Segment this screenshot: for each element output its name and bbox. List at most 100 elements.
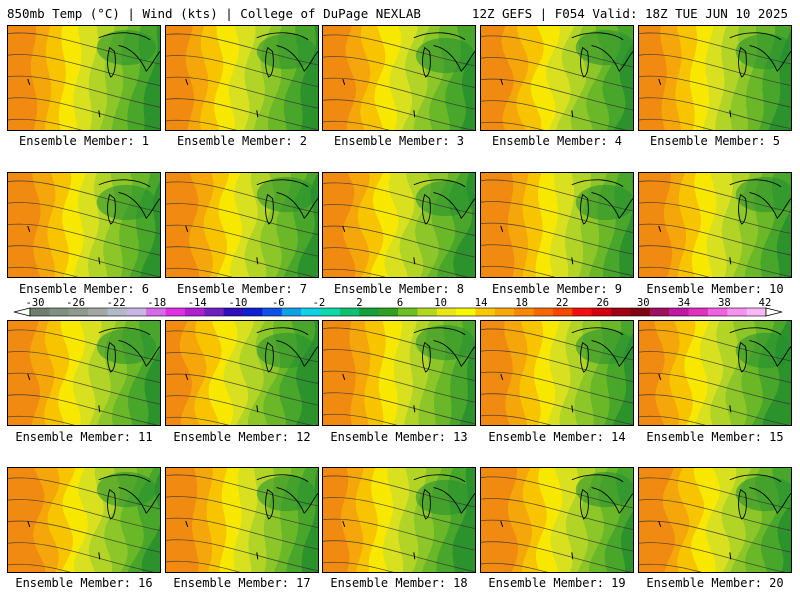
colorbar-tick-label: -18 [147, 297, 166, 309]
colorbar-tick-label: 2 [356, 297, 362, 309]
temperature-field [166, 321, 318, 425]
ensemble-member-label: Ensemble Member: 16 [15, 576, 153, 590]
ensemble-member-map-13 [322, 320, 476, 426]
colorbar-swatch [417, 308, 438, 316]
ensemble-member-label: Ensemble Member: 5 [649, 134, 781, 148]
colorbar-swatch [88, 308, 108, 316]
colorbar-swatch [204, 308, 224, 316]
colorbar-tick-label: -14 [188, 297, 207, 309]
colorbar-swatch [30, 308, 50, 316]
ensemble-member-map-6 [7, 172, 161, 278]
colorbar-swatch [611, 308, 631, 316]
temperature-field [639, 468, 791, 572]
colorbar-swatch [223, 308, 244, 316]
temperature-field [166, 173, 318, 277]
colorbar-tick-label: 22 [556, 297, 569, 309]
temperature-field [323, 321, 475, 425]
colorbar-tick-label: -22 [107, 297, 126, 309]
colorbar-swatch [533, 308, 554, 316]
colorbar-tick-label: -6 [272, 297, 285, 309]
ensemble-member-label: Ensemble Member: 13 [330, 430, 468, 444]
temperature-field [481, 26, 633, 130]
ensemble-member-map-15 [638, 320, 792, 426]
colorbar-swatch [146, 308, 166, 316]
colorbar-tick-label: -26 [66, 297, 85, 309]
ensemble-member-map-11 [7, 320, 161, 426]
colorbar-swatch [339, 308, 360, 316]
colorbar-swatch [456, 308, 476, 316]
colorbar-swatch [669, 308, 689, 316]
ensemble-member-label: Ensemble Member: 2 [176, 134, 308, 148]
ensemble-member-map-3 [322, 25, 476, 131]
ensemble-member-label: Ensemble Member: 9 [491, 282, 623, 296]
colorbar-high-arrow [765, 307, 783, 317]
colorbar-tick-label: -2 [313, 297, 326, 309]
colorbar-swatch [494, 308, 515, 316]
ensemble-member-map-19 [480, 467, 634, 573]
ensemble-member-map-5 [638, 25, 792, 131]
map-header-valid-time: 12Z GEFS | F054 Valid: 18Z TUE JUN 10 20… [471, 6, 788, 21]
colorbar-swatch [591, 308, 612, 316]
temperature-field [323, 26, 475, 130]
colorbar-tick-label: -30 [26, 297, 45, 309]
colorbar-swatch [398, 308, 418, 316]
ensemble-member-map-12 [165, 320, 319, 426]
colorbar-tick-label: 38 [718, 297, 731, 309]
ensemble-member-label: Ensemble Member: 19 [488, 576, 626, 590]
temperature-field [481, 321, 633, 425]
ensemble-member-label: Ensemble Member: 8 [333, 282, 465, 296]
ensemble-member-map-18 [322, 467, 476, 573]
temperature-field [639, 173, 791, 277]
temperature-field [166, 468, 318, 572]
colorbar-swatch [68, 308, 89, 316]
colorbar-swatch [436, 308, 457, 316]
ensemble-member-map-16 [7, 467, 161, 573]
colorbar-swatch [107, 308, 128, 316]
temperature-field [166, 26, 318, 130]
ensemble-member-label: Ensemble Member: 18 [330, 576, 468, 590]
ensemble-member-label: Ensemble Member: 12 [173, 430, 311, 444]
colorbar-tick-label: -10 [228, 297, 247, 309]
map-header-title: 850mb Temp (°C) | Wind (kts) | College o… [7, 6, 421, 21]
colorbar-tick-label: 14 [475, 297, 488, 309]
ensemble-member-label: Ensemble Member: 17 [173, 576, 311, 590]
ensemble-member-map-8 [322, 172, 476, 278]
colorbar-swatch [475, 308, 496, 316]
colorbar-swatch [281, 308, 302, 316]
colorbar-swatch [262, 308, 283, 316]
ensemble-member-map-17 [165, 467, 319, 573]
ensemble-member-label: Ensemble Member: 7 [176, 282, 308, 296]
colorbar-swatch [514, 308, 534, 316]
colorbar-swatch [572, 308, 592, 316]
colorbar-tick-label: 6 [397, 297, 403, 309]
colorbar-swatch [359, 308, 379, 316]
ensemble-member-label: Ensemble Member: 3 [333, 134, 465, 148]
colorbar-swatch [552, 308, 573, 316]
colorbar-tick-label: 42 [759, 297, 772, 309]
colorbar-swatch [301, 308, 321, 316]
ensemble-member-map-14 [480, 320, 634, 426]
ensemble-member-label: Ensemble Member: 11 [15, 430, 153, 444]
ensemble-member-label: Ensemble Member: 1 [18, 134, 150, 148]
ensemble-member-label: Ensemble Member: 14 [488, 430, 626, 444]
temperature-field [8, 26, 160, 130]
colorbar-swatch [630, 308, 651, 316]
ensemble-member-map-4 [480, 25, 634, 131]
temperature-field [481, 173, 633, 277]
colorbar-tick-label: 26 [596, 297, 609, 309]
ensemble-member-label: Ensemble Member: 4 [491, 134, 623, 148]
ensemble-member-label: Ensemble Member: 10 [646, 282, 784, 296]
colorbar-swatch [707, 308, 728, 316]
colorbar-tick-label: 30 [637, 297, 650, 309]
colorbar-swatch [727, 308, 747, 316]
temperature-field [639, 321, 791, 425]
colorbar-swatch [649, 308, 670, 316]
ensemble-member-map-10 [638, 172, 792, 278]
ensemble-member-label: Ensemble Member: 20 [646, 576, 784, 590]
temperature-field [8, 173, 160, 277]
colorbar-swatch [49, 308, 70, 316]
colorbar-swatch [184, 308, 205, 316]
ensemble-member-map-9 [480, 172, 634, 278]
colorbar-swatch [746, 308, 767, 316]
colorbar-swatch [126, 308, 147, 316]
